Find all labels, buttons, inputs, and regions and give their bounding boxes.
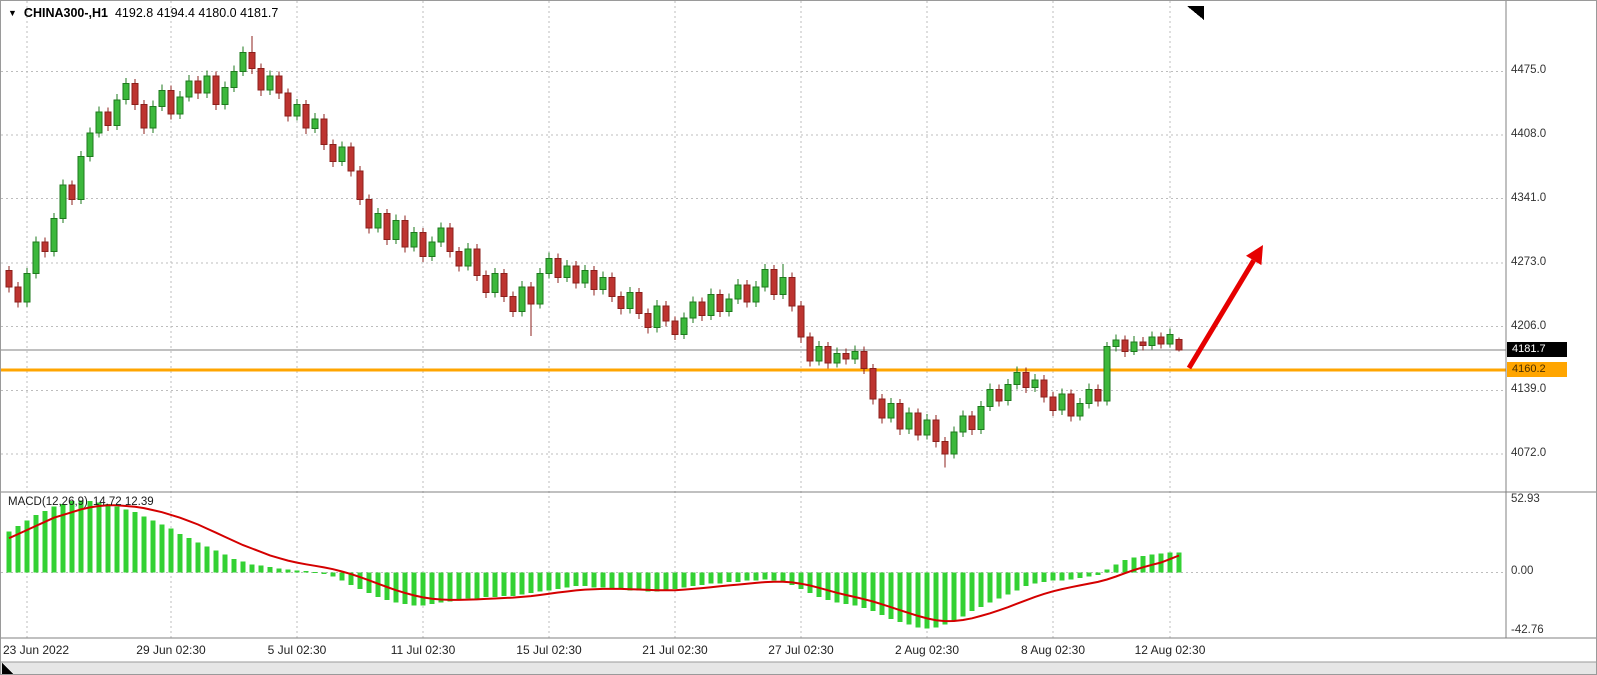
time-axis-label: 21 Jul 02:30 [642,643,708,657]
time-axis-label: 2 Aug 02:30 [894,643,960,657]
price-axis-label: 4341.0 [1511,192,1547,204]
macd-name: MACD(12,26,9) [8,496,88,508]
time-axis-label: 15 Jul 02:30 [516,643,582,657]
macd-axis-label: -42.76 [1511,624,1544,636]
macd-values: 14.72 12.39 [92,496,154,508]
price-axis-label: 4206.0 [1511,320,1547,332]
price-axis-label: 4273.0 [1511,256,1547,268]
current-price-tag: 4181.7 [1507,342,1567,357]
trend-arrow-line [1186,259,1256,370]
price-axis-label: 4408.0 [1511,128,1547,140]
price-axis-label: 4072.0 [1511,447,1547,459]
time-axis-label: 8 Aug 02:30 [1020,643,1086,657]
time-axis-label: 27 Jul 02:30 [768,643,834,657]
time-axis-label: 5 Jul 02:30 [267,643,327,657]
symbol-ohlc-values: 4192.8 4194.4 4180.0 4181.7 [114,6,279,20]
time-axis-label: 29 Jun 02:30 [136,643,206,657]
scroll-begin-marker[interactable] [2,663,14,675]
macd-axis-label: 52.93 [1511,493,1540,505]
macd-indicator-label: MACD(12,26,9) 14.72 12.39 [8,496,154,508]
price-axis-label: 4475.0 [1511,64,1547,76]
chart-shift-marker[interactable] [1187,6,1204,20]
time-axis-label: 23 Jun 2022 [3,643,70,657]
macd-axis-label: 0.00 [1511,565,1534,577]
hline-price-tag: 4160.2 [1507,362,1567,377]
time-axis[interactable] [1,638,1506,662]
price-axis-label: 4139.0 [1511,383,1547,395]
time-axis-label: 12 Aug 02:30 [1134,643,1206,657]
time-axis-label: 11 Jul 02:30 [390,643,456,657]
symbol-title: CHINA300-,H1 [23,6,108,20]
symbol-dropdown-icon[interactable]: ▼ [8,8,17,18]
trend-arrow-head [1246,245,1263,266]
symbol-info: ▼ CHINA300-,H1 4192.8 4194.4 4180.0 4181… [8,6,278,20]
